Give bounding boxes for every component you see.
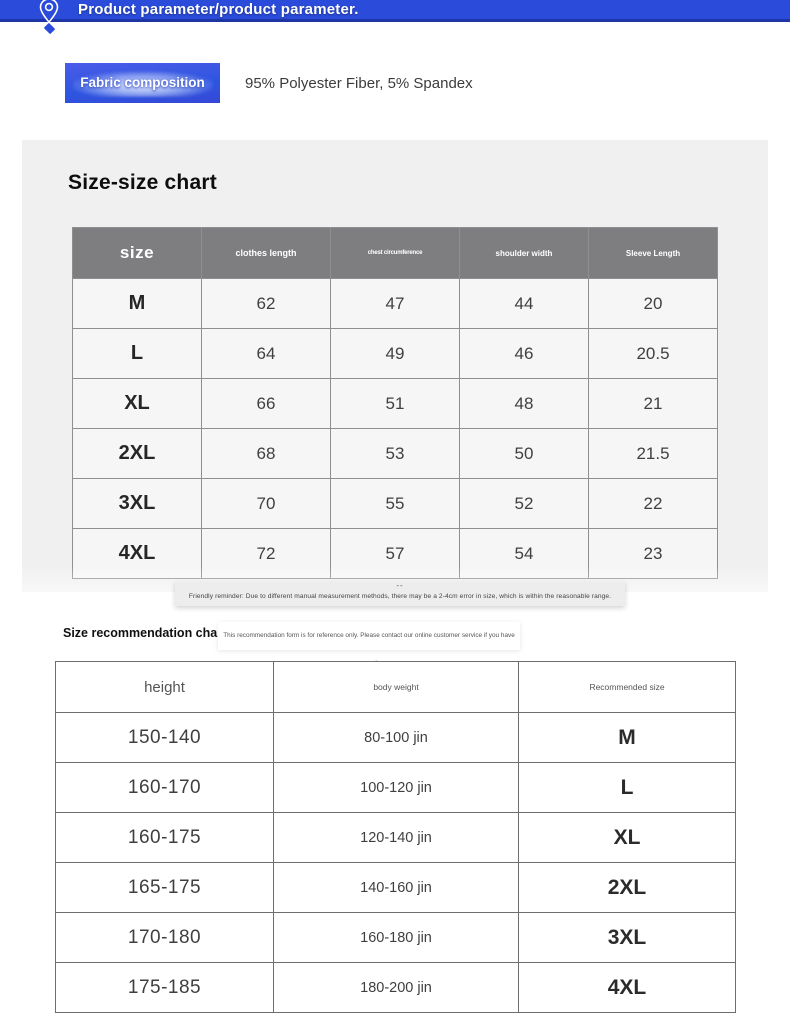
size-chart-cell: 62 (201, 278, 331, 329)
recommendation-cell: 120-140 jin (273, 812, 519, 863)
size-chart-cell: 57 (330, 528, 460, 579)
table-row: 3XL 70 55 52 22 (72, 478, 718, 529)
size-chart-cell: 4XL (72, 528, 202, 579)
size-chart-title: Size-size chart (68, 171, 217, 194)
size-chart-cell: 72 (201, 528, 331, 579)
table-row: 160-170 100-120 jin L (55, 762, 736, 813)
recommendation-title: Size recommendation chart (63, 626, 227, 640)
recommendation-cell: 175-185 (55, 962, 274, 1013)
recommendation-cell: M (518, 712, 736, 763)
recommendation-cell: 170-180 (55, 912, 274, 963)
size-chart-cell: 2XL (72, 428, 202, 479)
size-chart-cell: 44 (459, 278, 589, 329)
size-chart-card: Size-size chart size clothes length ches… (22, 140, 768, 592)
size-chart-cell: 22 (588, 478, 718, 529)
table-header-row: size clothes length chest circumference … (72, 227, 718, 279)
size-chart-cell: 20.5 (588, 328, 718, 379)
table-row: 150-140 80-100 jin M (55, 712, 736, 763)
table-row: 165-175 140-160 jin 2XL (55, 862, 736, 913)
clothes-length-header: clothes length (201, 227, 331, 279)
size-chart-cell: 51 (330, 378, 460, 429)
sleeve-length-header: Sleeve Length (588, 227, 718, 279)
table-row: 2XL 68 53 50 21.5 (72, 428, 718, 479)
size-chart-cell: 68 (201, 428, 331, 479)
table-row: M 62 47 44 20 (72, 278, 718, 329)
recommendation-cell: 165-175 (55, 862, 274, 913)
friendly-reminder-strip: -- Friendly reminder: Due to different m… (175, 581, 625, 606)
height-header: height (55, 661, 274, 713)
page-title: Product parameter/product parameter. (78, 1, 359, 18)
table-row: 170-180 160-180 jin 3XL (55, 912, 736, 963)
size-column-header: size (72, 227, 202, 279)
recommendation-cell: L (518, 762, 736, 813)
shoulder-width-header: shoulder width (459, 227, 589, 279)
recommendation-header: height body weight Recommended size (55, 661, 736, 713)
size-chart-body: M 62 47 44 20 L 64 49 46 20.5 XL 66 51 48 21 2XL 68 53 50 2… (72, 278, 718, 579)
recommendation-cell: 3XL (518, 912, 736, 963)
recommendation-cell: 140-160 jin (273, 862, 519, 913)
fabric-composition-label: Fabric composition (80, 75, 205, 90)
table-header-row: height body weight Recommended size (55, 661, 736, 713)
location-pin-icon (39, 0, 59, 24)
size-chart-cell: 3XL (72, 478, 202, 529)
size-chart-cell: 66 (201, 378, 331, 429)
size-chart-cell: XL (72, 378, 202, 429)
table-row: 175-185 180-200 jin 4XL (55, 962, 736, 1013)
table-row: 4XL 72 57 54 23 (72, 528, 718, 579)
size-chart-cell: 54 (459, 528, 589, 579)
recommendation-cell: 160-170 (55, 762, 274, 813)
size-chart-cell: L (72, 328, 202, 379)
table-row: L 64 49 46 20.5 (72, 328, 718, 379)
size-chart-cell: 20 (588, 278, 718, 329)
recommendation-cell: 160-175 (55, 812, 274, 863)
recommendation-cell: 4XL (518, 962, 736, 1013)
reminder-dashes: -- (396, 581, 404, 590)
recommendation-cell: 100-120 jin (273, 762, 519, 813)
size-chart-cell: 48 (459, 378, 589, 429)
chest-header: chest circumference (330, 227, 460, 279)
recommendation-cell: 2XL (518, 862, 736, 913)
recommendation-cell: 150-140 (55, 712, 274, 763)
body-weight-header: body weight (273, 661, 519, 713)
size-chart-cell: 55 (330, 478, 460, 529)
size-chart-cell: 64 (201, 328, 331, 379)
table-row: XL 66 51 48 21 (72, 378, 718, 429)
size-chart-cell: 23 (588, 528, 718, 579)
size-chart-cell: 21.5 (588, 428, 718, 479)
recommendation-table: height body weight Recommended size 150-… (55, 661, 736, 1013)
size-chart-table: size clothes length chest circumference … (72, 227, 718, 579)
size-chart-header: size clothes length chest circumference … (72, 227, 718, 279)
friendly-reminder-text: Friendly reminder: Due to different manu… (188, 593, 612, 600)
size-chart-cell: 53 (330, 428, 460, 479)
recommendation-cell: XL (518, 812, 736, 863)
size-chart-cell: 49 (330, 328, 460, 379)
size-chart-cell: 52 (459, 478, 589, 529)
cloud-decoration (73, 71, 213, 97)
table-row: 160-175 120-140 jin XL (55, 812, 736, 863)
size-chart-cell: 21 (588, 378, 718, 429)
recommendation-cell: 160-180 jin (273, 912, 519, 963)
recommendation-cell: 180-200 jin (273, 962, 519, 1013)
size-chart-cell: M (72, 278, 202, 329)
recommended-size-header: Recommended size (518, 661, 736, 713)
size-chart-cell: 46 (459, 328, 589, 379)
recommendation-note: This recommendation form is for referenc… (218, 622, 520, 667)
fabric-composition-value: 95% Polyester Fiber, 5% Spandex (245, 75, 473, 92)
size-chart-cell: 47 (330, 278, 460, 329)
recommendation-cell: 80-100 jin (273, 712, 519, 763)
recommendation-body: 150-140 80-100 jin M 160-170 100-120 jin L 160… (55, 712, 736, 1013)
size-chart-cell: 70 (201, 478, 331, 529)
top-banner: Product parameter/product parameter. (0, 0, 790, 24)
fabric-composition-badge[interactable]: Fabric composition (65, 63, 220, 103)
size-chart-cell: 50 (459, 428, 589, 479)
